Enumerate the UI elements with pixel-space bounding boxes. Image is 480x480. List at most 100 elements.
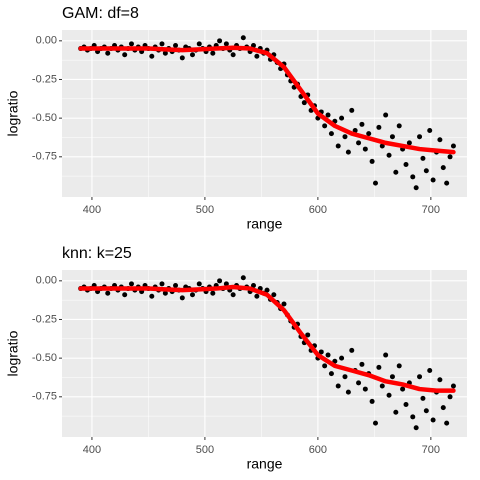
data-point xyxy=(318,349,324,355)
data-point xyxy=(417,134,423,140)
data-point xyxy=(372,420,378,426)
data-point xyxy=(372,180,378,186)
data-point xyxy=(281,301,287,307)
data-point xyxy=(366,131,372,137)
data-point xyxy=(230,292,236,298)
data-point xyxy=(162,50,168,56)
data-point xyxy=(349,347,355,353)
data-point xyxy=(345,389,351,395)
data-point xyxy=(159,41,165,47)
data-point xyxy=(362,146,368,152)
data-point xyxy=(105,50,111,56)
data-point xyxy=(406,140,412,146)
data-point xyxy=(400,386,406,392)
data-point xyxy=(410,414,416,420)
data-point xyxy=(335,143,341,149)
plot-background xyxy=(62,270,467,437)
data-point xyxy=(240,35,246,41)
data-point xyxy=(383,352,389,358)
data-point xyxy=(423,168,429,174)
data-point xyxy=(210,50,216,56)
data-point xyxy=(339,355,345,361)
data-point xyxy=(322,363,328,369)
y-tick-label: 0.00 xyxy=(36,275,57,287)
y-tick-label: -0.50 xyxy=(32,112,57,124)
y-tick-label: -0.25 xyxy=(32,73,57,85)
x-axis-title: range xyxy=(247,456,283,472)
data-point xyxy=(254,53,260,59)
data-point xyxy=(335,383,341,389)
data-point xyxy=(342,374,348,380)
data-point xyxy=(223,281,229,287)
data-point xyxy=(427,128,433,134)
data-point xyxy=(403,162,409,168)
data-point xyxy=(450,383,456,389)
data-point xyxy=(393,169,399,175)
y-tick-label: -0.50 xyxy=(32,352,57,364)
data-point xyxy=(196,281,202,287)
data-point xyxy=(162,290,168,296)
y-axis-title: logratio xyxy=(5,330,21,376)
data-point xyxy=(250,282,256,288)
x-tick-label: 700 xyxy=(422,444,440,456)
data-point xyxy=(305,332,311,338)
x-tick-label: 500 xyxy=(196,204,214,216)
data-point xyxy=(254,293,260,299)
data-point xyxy=(349,107,355,113)
data-point xyxy=(440,405,446,411)
y-tick-label: -0.75 xyxy=(32,391,57,403)
data-point xyxy=(379,143,385,149)
data-point xyxy=(179,55,185,61)
data-point xyxy=(396,123,402,129)
data-point xyxy=(356,380,362,386)
data-point xyxy=(410,174,416,180)
data-point xyxy=(149,293,155,299)
data-point xyxy=(328,131,334,137)
data-point xyxy=(352,128,358,134)
data-point xyxy=(389,134,395,140)
data-point xyxy=(444,420,450,426)
chart-title: knn: k=25 xyxy=(62,245,132,262)
data-point xyxy=(386,392,392,398)
fit-line xyxy=(78,45,456,155)
data-point xyxy=(379,383,385,389)
data-point xyxy=(423,408,429,414)
data-point xyxy=(264,287,270,293)
data-point xyxy=(122,52,128,58)
data-point xyxy=(403,402,409,408)
x-tick-label: 400 xyxy=(83,204,101,216)
data-point xyxy=(369,398,375,404)
data-point xyxy=(386,152,392,158)
data-point xyxy=(128,281,134,287)
data-point xyxy=(444,180,450,186)
data-point xyxy=(328,371,334,377)
data-point xyxy=(105,290,111,296)
data-point xyxy=(447,394,453,400)
data-point xyxy=(149,53,155,59)
data-point xyxy=(179,295,185,301)
data-point xyxy=(393,409,399,415)
data-point xyxy=(356,140,362,146)
data-point xyxy=(369,158,375,164)
data-point xyxy=(128,41,134,47)
data-point xyxy=(362,386,368,392)
data-point xyxy=(413,185,419,191)
plot-background xyxy=(62,30,467,197)
data-point xyxy=(173,282,179,288)
data-point xyxy=(339,115,345,121)
data-point xyxy=(250,42,256,48)
data-point xyxy=(413,425,419,431)
data-point xyxy=(322,123,328,129)
x-tick-label: 600 xyxy=(309,444,327,456)
data-point xyxy=(189,52,195,58)
data-point xyxy=(173,42,179,48)
data-point xyxy=(427,368,433,374)
fit-line xyxy=(78,284,456,393)
data-point xyxy=(430,177,436,183)
data-point xyxy=(345,149,351,155)
data-point xyxy=(210,290,216,296)
data-point xyxy=(417,374,423,380)
x-tick-label: 600 xyxy=(309,204,327,216)
chart-title: GAM: df=8 xyxy=(62,5,139,22)
